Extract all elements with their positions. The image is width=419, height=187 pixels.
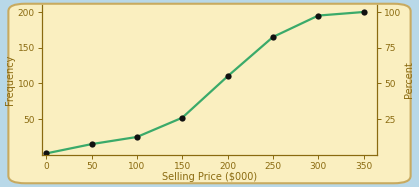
X-axis label: Selling Price ($000): Selling Price ($000) [162,172,257,182]
Y-axis label: Percent: Percent [404,61,414,98]
Y-axis label: Frequency: Frequency [5,55,15,105]
